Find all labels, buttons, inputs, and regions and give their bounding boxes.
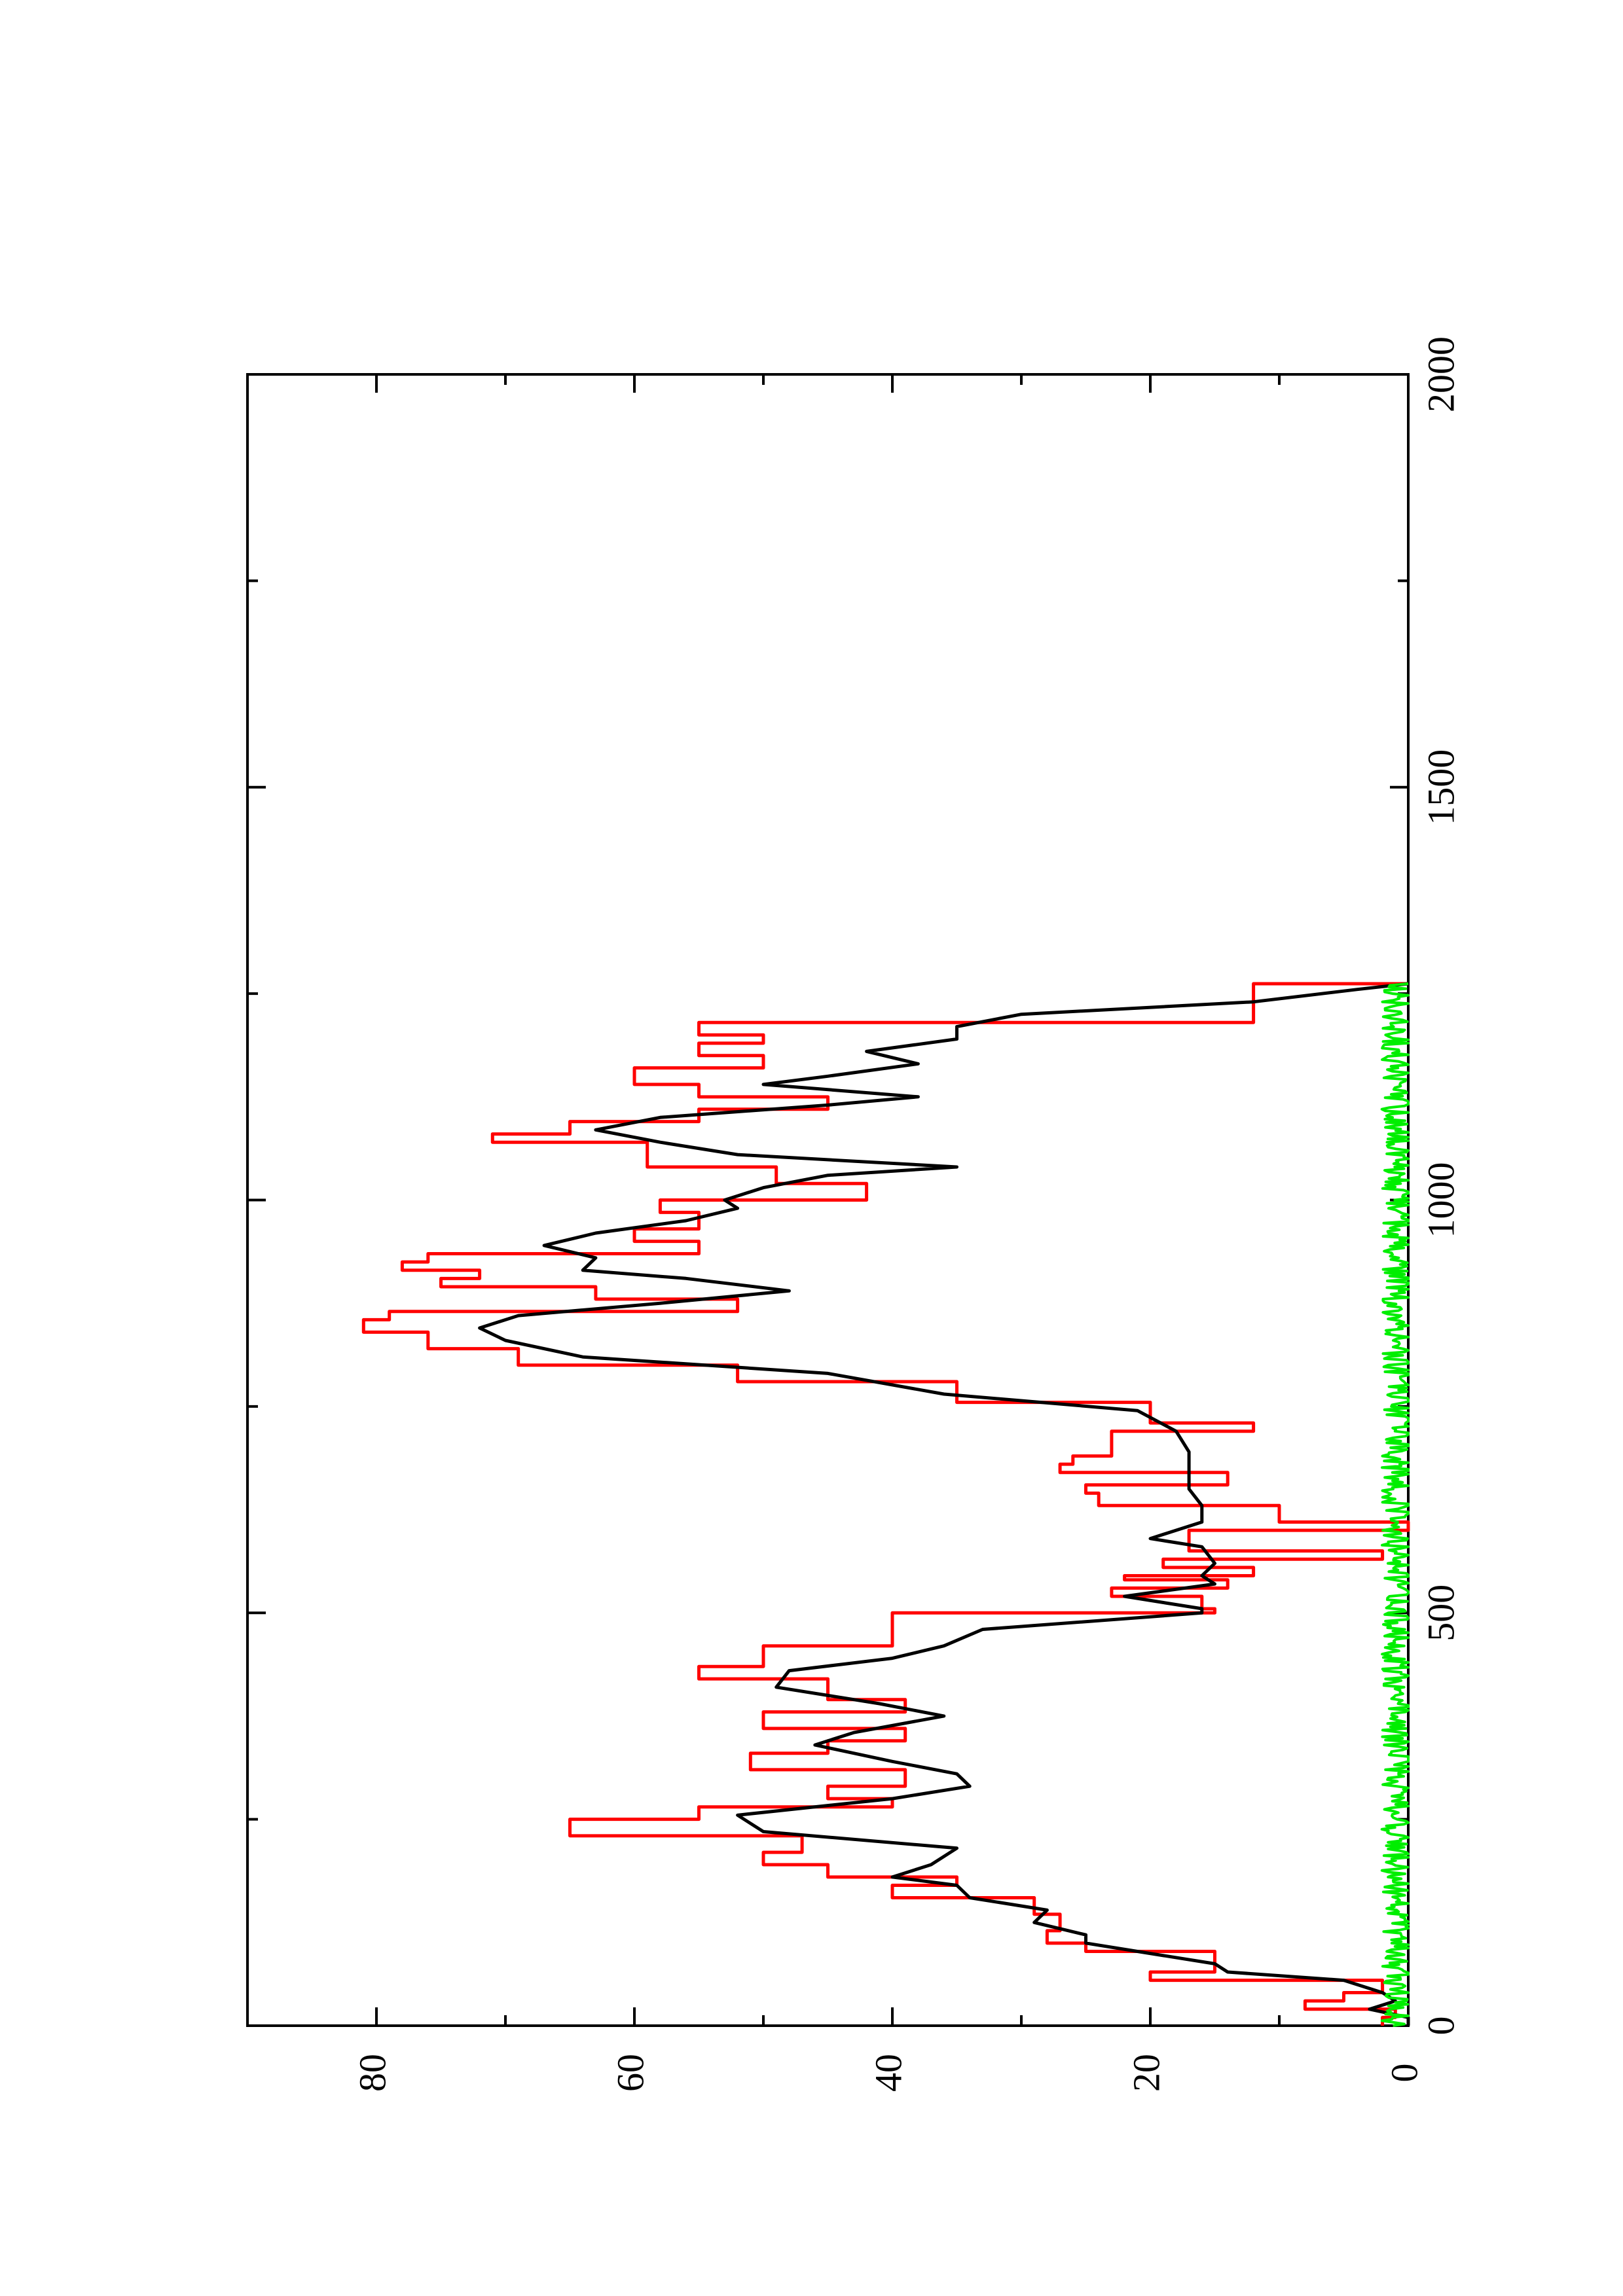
y-tick-label: 20 [1125, 2054, 1167, 2092]
y-tick-label: 40 [867, 2054, 909, 2092]
x-tick-label: 500 [1419, 1585, 1462, 1641]
x-tick-label: 1500 [1419, 749, 1462, 825]
y-tick-label: 60 [609, 2054, 651, 2092]
series-line-0 [361, 982, 1410, 2026]
series-line-2 [1380, 982, 1410, 2027]
x-tick-label: 0 [1419, 2017, 1462, 2036]
plot-area: 0 500 1000 1500 2000 0 20 40 60 80 [246, 336, 1462, 2092]
x-tick-label: 2000 [1419, 336, 1462, 412]
series-line-1 [478, 982, 1410, 2026]
y-tick-label: 80 [351, 2054, 393, 2092]
y-tick-label: 0 [1383, 2064, 1425, 2083]
x-tick-label: 1000 [1419, 1162, 1462, 1238]
